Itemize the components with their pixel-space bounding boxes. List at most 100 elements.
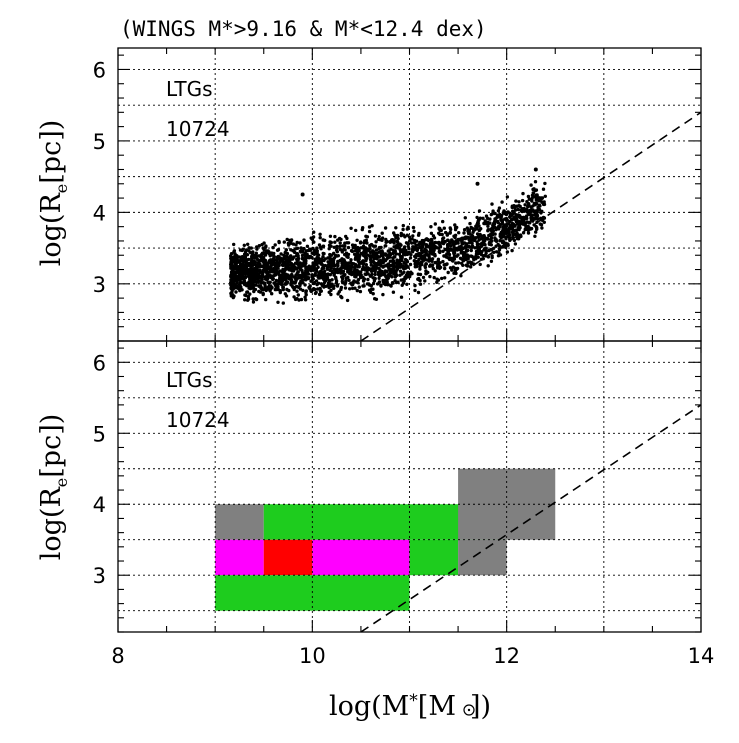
scatter-point (443, 247, 447, 252)
scatter-point (300, 269, 304, 274)
scatter-point (293, 297, 298, 302)
scatter-point (335, 244, 339, 249)
scatter-point (266, 271, 270, 275)
scatter-point (411, 225, 416, 230)
x-label-mid: [M (418, 691, 456, 722)
scatter-point (470, 244, 475, 248)
scatter-point (385, 264, 390, 268)
scatter-point (418, 267, 422, 271)
x-axis-label: log(M*[M]) (329, 691, 491, 722)
scatter-point (469, 265, 473, 269)
scatter-point (287, 288, 291, 293)
scatter-point (278, 257, 282, 262)
heatmap-cell (458, 539, 507, 576)
scatter-point (321, 263, 325, 267)
scatter-point (343, 286, 348, 290)
scatter-point (367, 282, 371, 286)
scatter-point (473, 246, 477, 250)
scatter-point (314, 259, 318, 263)
bottom-reference-line (360, 404, 702, 633)
scatter-point (440, 276, 444, 281)
scatter-point (427, 257, 432, 261)
scatter-point (262, 247, 266, 252)
scatter-point (390, 275, 394, 279)
scatter-point (378, 268, 382, 272)
scatter-point (242, 264, 246, 269)
scatter-point (530, 196, 534, 201)
scatter-point (504, 245, 508, 250)
scatter-point (297, 264, 301, 268)
scatter-point (392, 255, 396, 259)
x-tick-label: 10 (299, 644, 326, 668)
scatter-point (396, 236, 400, 241)
scatter-point (273, 243, 277, 247)
scatter-point (446, 270, 450, 275)
scatter-point (420, 257, 424, 261)
scatter-point (452, 243, 456, 247)
scatter-point (406, 265, 410, 269)
scatter-point (246, 242, 250, 246)
scatter-point (371, 281, 376, 286)
scatter-point (270, 292, 274, 296)
scatter-point (268, 253, 272, 257)
scatter-point (337, 290, 341, 294)
scatter-point (229, 294, 233, 298)
scatter-point (285, 251, 290, 256)
scatter-point (338, 258, 342, 263)
scatter-point (490, 255, 494, 260)
scatter-point (323, 238, 327, 243)
scatter-point (313, 262, 318, 266)
scatter-point (341, 261, 345, 265)
scatter-point (288, 259, 292, 264)
scatter-point (493, 238, 497, 242)
scatter-point (374, 248, 379, 252)
scatter-point (413, 288, 417, 293)
scatter-point (311, 266, 316, 270)
scatter-point (516, 207, 520, 212)
scatter-point (409, 253, 413, 257)
scatter-point (398, 269, 403, 273)
scatter-point (291, 242, 296, 246)
scatter-point (501, 225, 506, 229)
scatter-point (497, 206, 502, 210)
scatter-point (289, 263, 294, 267)
scatter-point (365, 241, 369, 245)
scatter-point (391, 267, 396, 271)
scatter-point (276, 248, 281, 252)
scatter-point (299, 275, 304, 280)
scatter-point (253, 278, 257, 283)
scatter-point (411, 234, 415, 238)
scatter-point (289, 238, 294, 243)
scatter-point (466, 248, 470, 253)
scatter-point (394, 252, 399, 256)
scatter-point (416, 290, 421, 295)
scatter-point (383, 244, 387, 248)
scatter-point (317, 260, 322, 265)
scatter-point (483, 243, 487, 247)
scatter-point (277, 273, 282, 277)
scatter-point (512, 238, 517, 243)
scatter-point (504, 224, 509, 228)
scatter-point (424, 249, 428, 253)
scatter-point (229, 262, 233, 267)
scatter-point (382, 273, 387, 277)
scatter-point (374, 265, 378, 269)
scatter-point (453, 266, 457, 271)
scatter-point (424, 237, 428, 242)
scatter-point (351, 243, 356, 248)
scatter-point (423, 264, 427, 268)
scatter-point (257, 269, 262, 273)
scatter-point (383, 279, 387, 283)
scatter-point (402, 279, 406, 283)
scatter-point (257, 244, 261, 248)
scatter-point (295, 289, 299, 293)
scatter-point (330, 278, 334, 282)
scatter-point (486, 224, 490, 228)
scatter-point (372, 276, 376, 280)
scatter-point (234, 259, 238, 263)
scatter-point (417, 276, 421, 281)
scatter-point (318, 232, 322, 236)
bottom-grid (118, 341, 701, 632)
scatter-point (371, 259, 375, 263)
scatter-point (413, 259, 418, 264)
